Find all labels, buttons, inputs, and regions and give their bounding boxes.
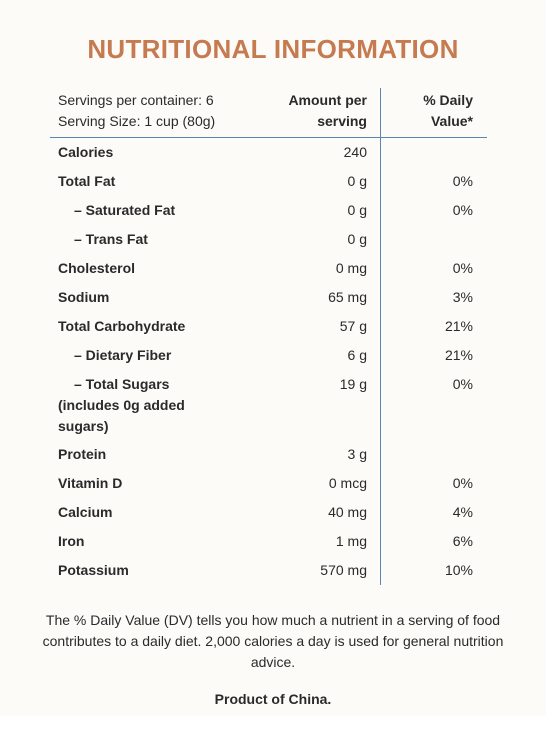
nutrient-daily-value: 21% [444,347,473,363]
nutrient-name: Cholesterol [58,260,136,276]
nutrient-daily-value: 21% [444,318,473,334]
nutrient-name: – Dietary Fiber [74,347,172,363]
nutrient-amount: 0 mcg [328,475,367,491]
nutrient-amount: 570 mg [320,562,367,578]
nutrient-name: Total Fat [58,173,116,189]
nutrient-amount: 6 g [347,347,367,363]
nutrient-name: Sodium [58,289,110,305]
nutrient-row: Protein 3 g [0,440,546,469]
nutrient-amount: 19 g [339,376,367,392]
nutrient-name: – Saturated Fat [74,202,176,218]
nutrient-daily-value: 0% [452,260,473,276]
serving-info: Servings per container: 6 Serving Size: … [58,90,215,132]
nutrient-row: Iron 1 mg 6% [0,527,546,556]
nutrient-name: Total Carbohydrate [58,318,186,334]
nutrient-row: Vitamin D 0 mcg 0% [0,469,546,498]
nutrient-row: – Trans Fat 0 g [0,225,546,254]
servings: Servings per container: 6 [58,92,214,108]
nutrient-amount: 240 [343,144,367,160]
nutrient-amount: 3 g [347,446,367,462]
nutrient-row: Calories 240 [0,138,546,167]
nutrient-name: – Trans Fat [74,231,148,247]
label-card: NUTRITIONAL INFORMATION Servings per con… [0,34,546,707]
nutrient-daily-value: 6% [452,533,473,549]
nutrient-name: Potassium [58,562,129,578]
column-rule [380,88,381,585]
nutrient-name: Calcium [58,504,113,520]
nutrient-amount: 0 mg [335,260,367,276]
nutrient-amount: 0 g [347,173,367,189]
nutrient-rows: Calories 240 Total Fat 0 g 0% – Saturated Fat… [0,138,546,585]
nutrient-daily-value: 4% [452,504,473,520]
nutrient-row: Cholesterol 0 mg 0% [0,254,546,283]
nutrient-daily-value: 0% [452,173,473,189]
nutrient-daily-value: 0% [452,376,473,392]
nutrient-name: – Total Sugars (includes 0g added sugars… [58,376,185,434]
serving-size: Serving Size: 1 cup (80g) [58,113,216,129]
nutrient-row: – Total Sugars (includes 0g added sugars… [0,370,546,440]
nutrient-row: Total Carbohydrate 57 g 21% [0,312,546,341]
nutrient-row: – Dietary Fiber 6 g 21% [0,341,546,370]
nutrient-daily-value: 0% [452,202,473,218]
amount-header: Amount per serving [288,92,367,129]
nutrient-row: Calcium 40 mg 4% [0,498,546,527]
nutrient-daily-value: 0% [452,475,473,491]
nutrient-amount: 0 g [347,202,367,218]
nutrient-amount: 57 g [339,318,367,334]
nutrient-row: Total Fat 0 g 0% [0,167,546,196]
nutrient-row: Sodium 65 mg 3% [0,283,546,312]
nutrient-amount: 65 mg [328,289,367,305]
nutrient-name: Vitamin D [58,475,123,491]
header-rule [50,137,487,138]
origin: Product of China. [214,691,332,707]
nutrient-daily-value: 3% [452,289,473,305]
nutrient-row: – Saturated Fat 0 g 0% [0,196,546,225]
nutrient-name: Calories [58,144,114,160]
nutrient-amount: 1 mg [335,533,367,549]
footnote: The % Daily Value (DV) tells you how muc… [42,612,504,670]
nutrient-amount: 40 mg [328,504,367,520]
nutrient-name: Iron [58,533,85,549]
nutrient-daily-value: 10% [444,562,473,578]
title: NUTRITIONAL INFORMATION [87,34,459,64]
nutrient-name: Protein [58,446,107,462]
nutrient-amount: 0 g [347,231,367,247]
nutrient-row: Potassium 570 mg 10% [0,556,546,585]
daily-value-header: % Daily Value* [423,92,473,129]
